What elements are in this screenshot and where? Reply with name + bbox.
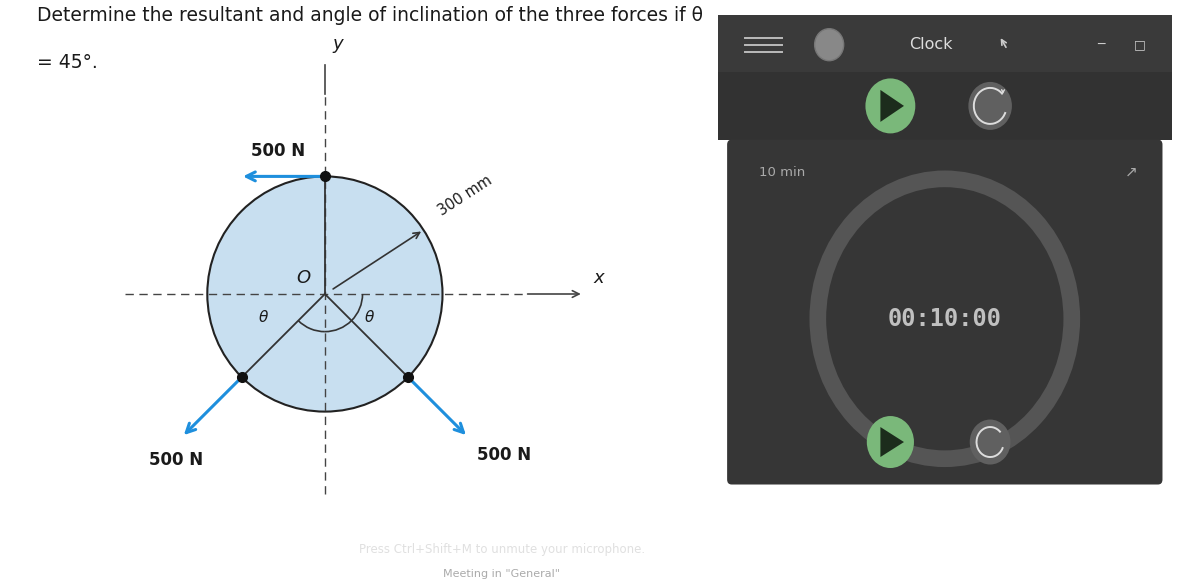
Text: y: y: [332, 35, 342, 53]
Text: 10 min: 10 min: [759, 166, 805, 179]
Polygon shape: [880, 90, 903, 122]
Circle shape: [968, 82, 1012, 130]
Text: θ: θ: [365, 310, 374, 325]
Polygon shape: [880, 427, 903, 457]
Text: 500 N: 500 N: [477, 446, 531, 465]
Text: x: x: [593, 269, 603, 287]
Circle shape: [208, 176, 443, 412]
Text: 500 N: 500 N: [252, 142, 306, 160]
Text: □: □: [1134, 38, 1146, 51]
Text: 00:10:00: 00:10:00: [888, 307, 1001, 331]
Text: ─: ─: [1097, 38, 1105, 51]
Text: θ: θ: [259, 310, 268, 325]
Text: ↗: ↗: [1124, 165, 1137, 180]
Circle shape: [867, 416, 914, 468]
FancyBboxPatch shape: [718, 72, 1172, 140]
Circle shape: [815, 29, 843, 61]
FancyBboxPatch shape: [727, 140, 1162, 485]
Text: 500 N: 500 N: [149, 451, 203, 469]
Circle shape: [970, 420, 1011, 465]
Text: Meeting in "General": Meeting in "General": [443, 569, 561, 579]
Text: Press Ctrl+Shift+M to unmute your microphone.: Press Ctrl+Shift+M to unmute your microp…: [359, 543, 645, 556]
Text: Clock: Clock: [909, 37, 953, 52]
Circle shape: [866, 78, 915, 133]
FancyBboxPatch shape: [718, 15, 1172, 72]
Text: Determine the resultant and angle of inclination of the three forces if θ: Determine the resultant and angle of inc…: [37, 6, 703, 25]
Text: 300 mm: 300 mm: [436, 172, 495, 218]
Text: O: O: [296, 269, 311, 287]
Text: = 45°.: = 45°.: [37, 53, 98, 72]
